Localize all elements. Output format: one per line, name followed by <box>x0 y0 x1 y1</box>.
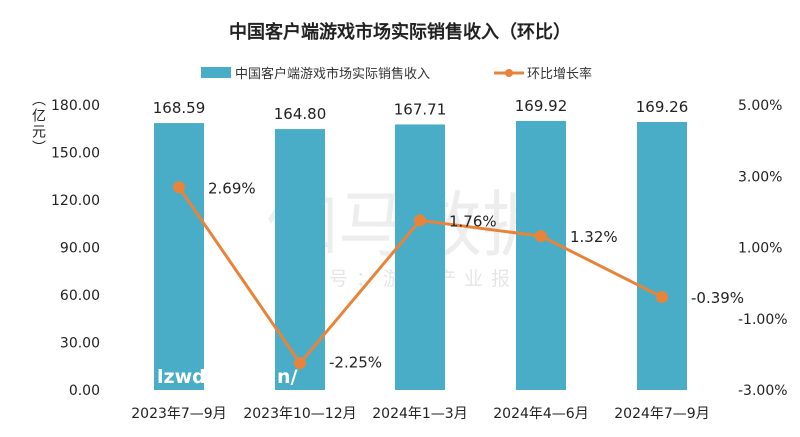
y-tick-label: 180.00 <box>51 98 100 114</box>
growth-value-label: -2.25% <box>329 353 382 371</box>
growth-point <box>294 357 306 370</box>
bar-value-label: 164.80 <box>274 105 327 123</box>
x-tick-label: 2024年1—3月 <box>372 406 467 422</box>
growth-value-label: 1.76% <box>449 212 497 230</box>
y2-tick-label: 5.00% <box>738 98 782 114</box>
legend-line-marker <box>505 69 513 77</box>
bar <box>516 120 566 391</box>
growth-point <box>414 214 426 227</box>
legend: 中国客户端游戏市场实际销售收入 环比增长率 <box>201 66 592 82</box>
legend-bar-swatch <box>201 67 231 78</box>
bar-value-label: 167.71 <box>394 100 447 118</box>
x-tick-label: 2023年7—9月 <box>131 406 226 422</box>
chart-title: 中国客户端游戏市场实际销售收入（环比） <box>229 21 571 43</box>
bar <box>275 129 325 391</box>
x-tick-label: 2024年4—6月 <box>493 406 588 422</box>
growth-point <box>535 230 547 243</box>
overlay-text-right: n/ <box>277 366 298 388</box>
bar-value-label: 169.92 <box>515 97 568 115</box>
overlay-text-left: lzwd <box>157 366 206 388</box>
y-tick-label: 150.00 <box>51 146 100 162</box>
x-tick-label: 2024年7—9月 <box>614 406 709 422</box>
growth-value-label: 2.69% <box>208 179 256 197</box>
bar <box>395 124 445 390</box>
y-tick-label: 30.00 <box>60 336 100 352</box>
y2-tick-label: 1.00% <box>738 241 782 257</box>
bar-value-label: 169.26 <box>636 98 689 116</box>
bar-value-label: 168.59 <box>153 99 206 117</box>
growth-value-label: 1.32% <box>570 228 618 246</box>
y-tick-label: 0.00 <box>69 383 100 399</box>
y2-tick-label: -3.00% <box>738 383 788 399</box>
y-tick-label: 90.00 <box>60 241 100 257</box>
y-tick-label: 120.00 <box>51 193 100 209</box>
y-axis-label: （亿元） <box>30 92 46 156</box>
legend-bar-label: 中国客户端游戏市场实际销售收入 <box>235 66 430 82</box>
y2-tick-label: 3.00% <box>738 169 782 185</box>
growth-point <box>656 291 668 304</box>
growth-point <box>173 181 185 194</box>
bar <box>637 122 687 390</box>
y-tick-label: 60.00 <box>60 288 100 304</box>
bar <box>154 123 204 391</box>
growth-value-label: -0.39% <box>691 289 744 307</box>
x-tick-label: 2023年10—12月 <box>243 406 356 422</box>
y2-tick-label: -1.00% <box>738 312 788 328</box>
legend-line-label: 环比增长率 <box>527 66 592 82</box>
